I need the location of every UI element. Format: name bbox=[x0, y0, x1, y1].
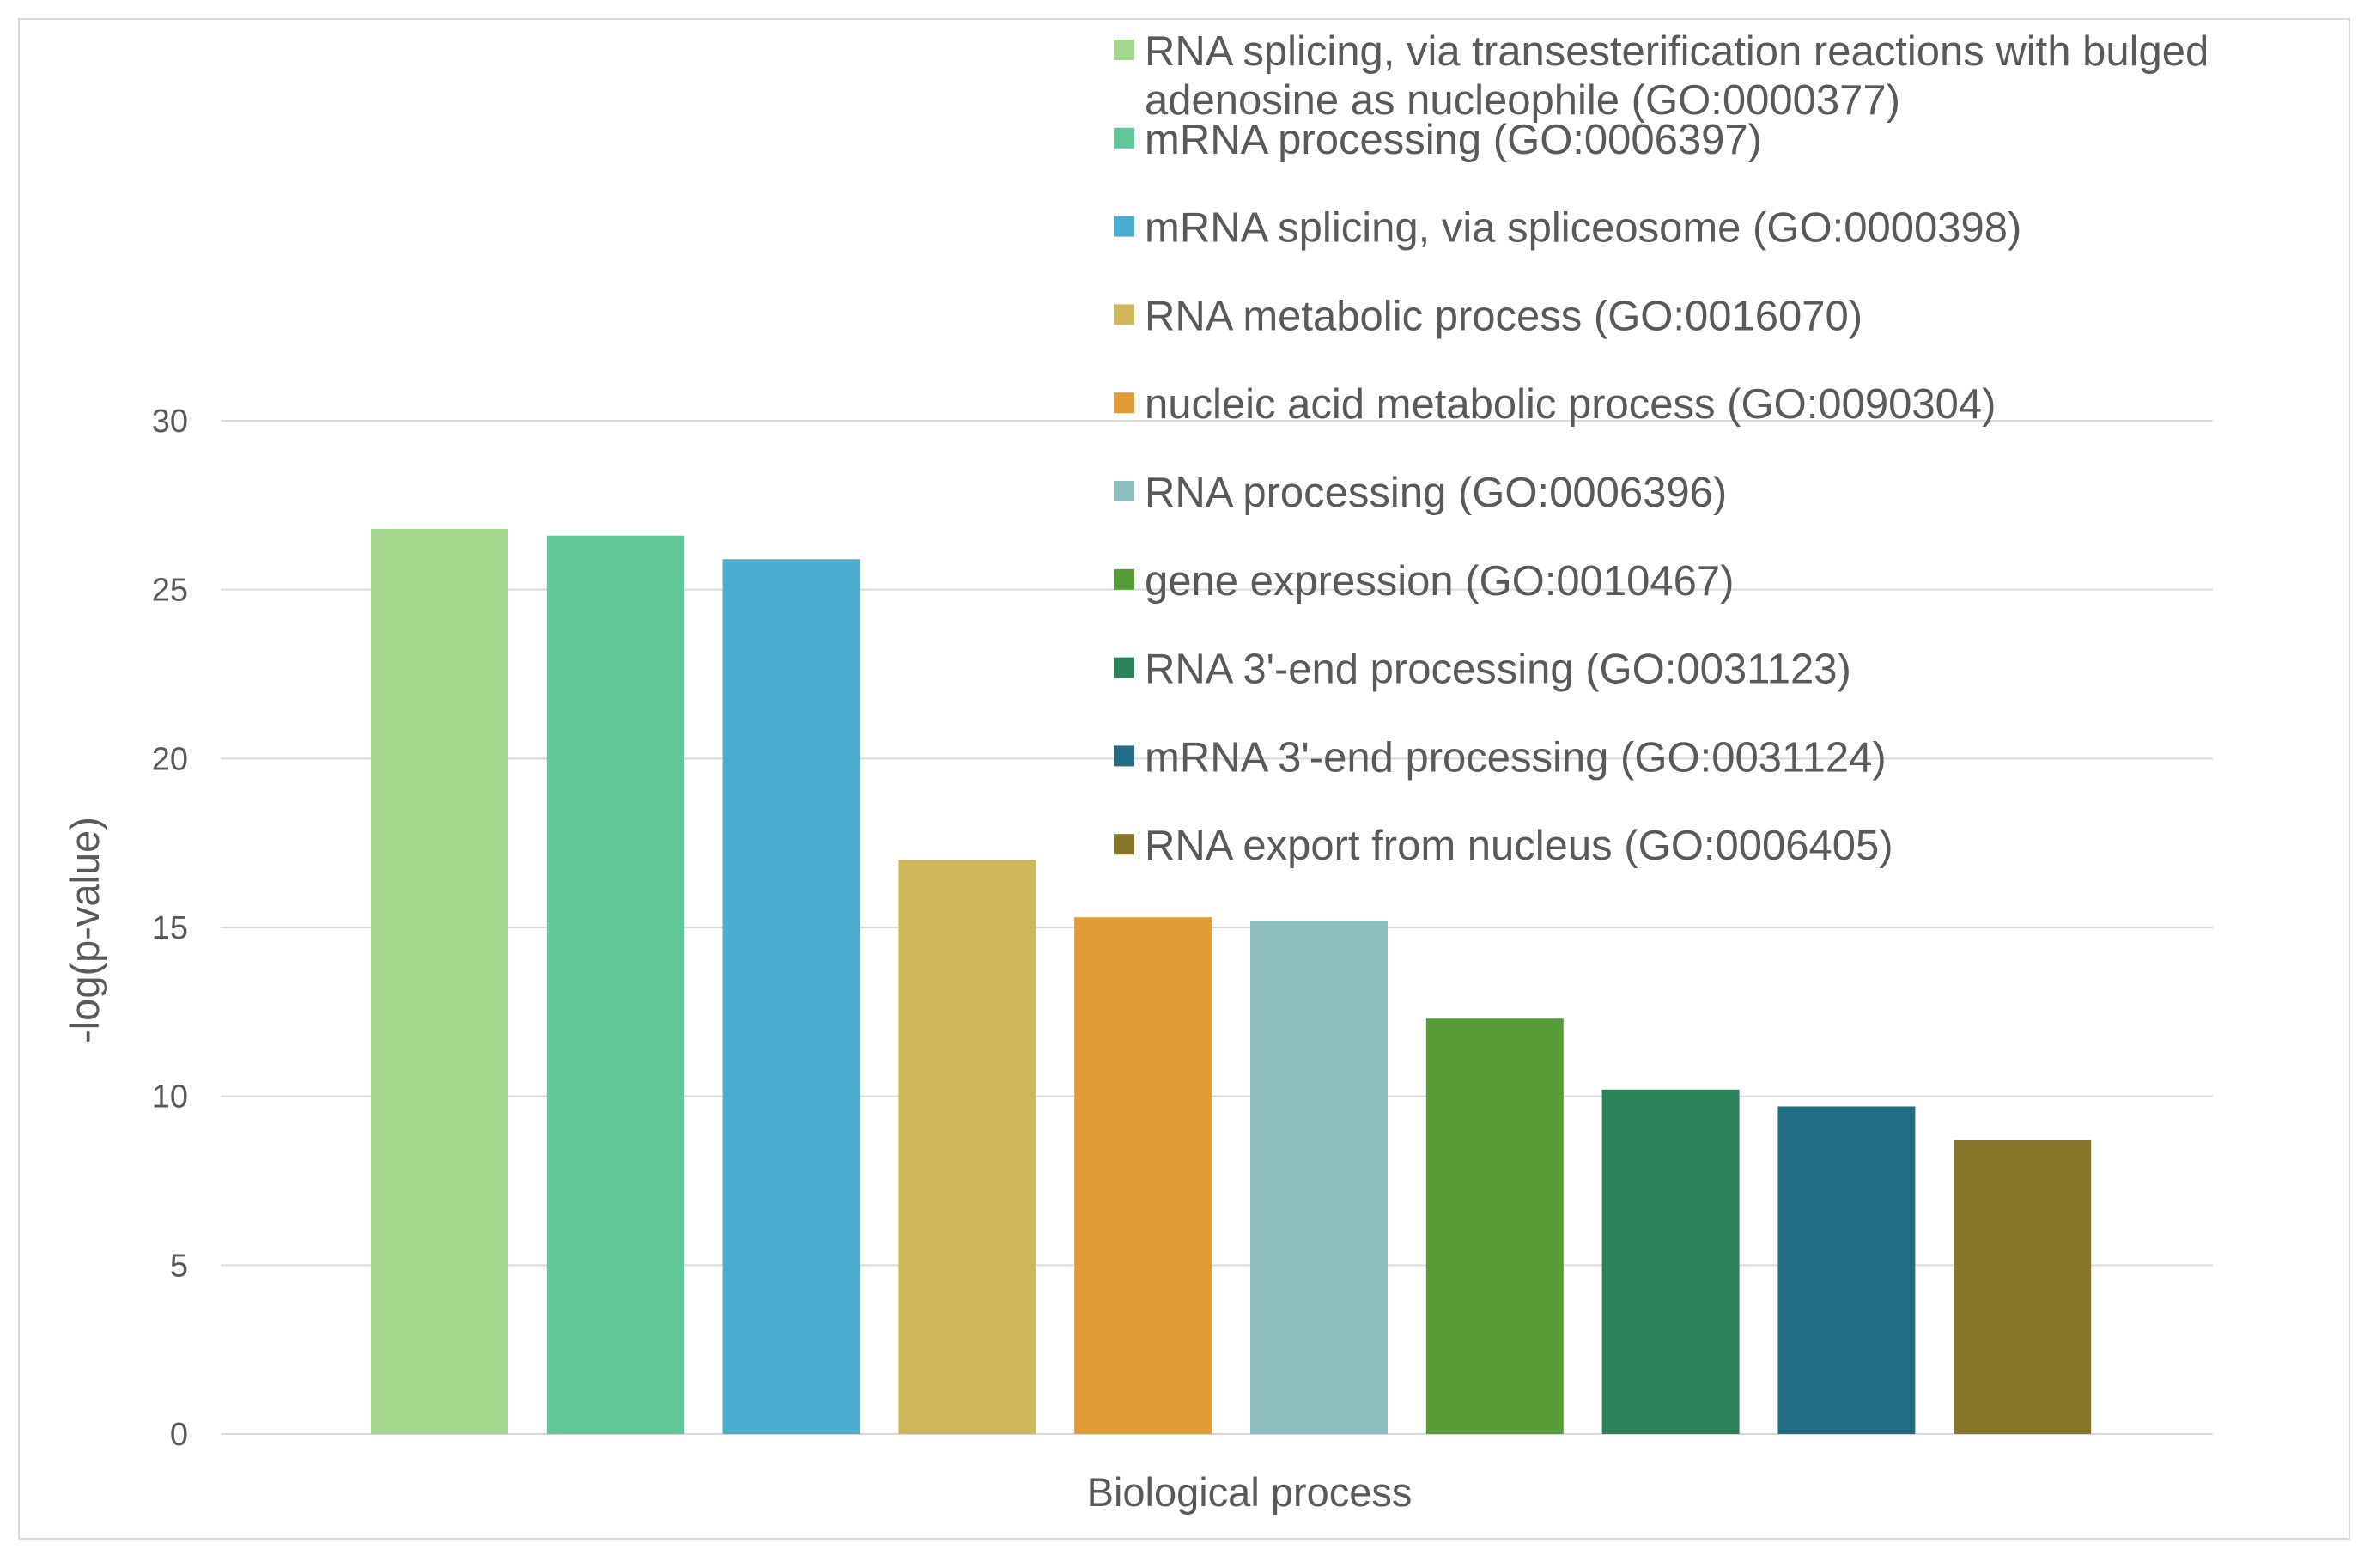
bar bbox=[1778, 1106, 1916, 1434]
legend-label-line: mRNA splicing, via spliceosome (GO:00003… bbox=[1145, 205, 2021, 252]
legend-item: RNA splicing, via transesterification re… bbox=[1114, 28, 2209, 124]
legend-label-line: RNA 3'-end processing (GO:0031123) bbox=[1145, 647, 1851, 693]
legend-label-line: RNA splicing, via transesterification re… bbox=[1145, 28, 2209, 75]
bar bbox=[1250, 921, 1388, 1434]
legend-label: mRNA splicing, via spliceosome (GO:00003… bbox=[1145, 205, 2021, 252]
legend-swatch bbox=[1114, 657, 1134, 678]
y-tick-label: 25 bbox=[152, 573, 188, 609]
legend-label: RNA splicing, via transesterification re… bbox=[1145, 28, 2209, 124]
bar bbox=[722, 559, 860, 1434]
bar bbox=[371, 528, 508, 1434]
legend-swatch bbox=[1114, 745, 1134, 767]
legend-swatch bbox=[1114, 834, 1134, 855]
legend-item: RNA export from nucleus (GO:0006405) bbox=[1114, 823, 1893, 869]
legend-label-line: RNA export from nucleus (GO:0006405) bbox=[1145, 823, 1893, 869]
legend-item: mRNA processing (GO:0006397) bbox=[1114, 117, 1762, 163]
y-tick-label: 30 bbox=[152, 404, 188, 440]
bar bbox=[1601, 1089, 1740, 1434]
y-tick-label: 0 bbox=[170, 1417, 188, 1453]
legend-label-line: adenosine as nucleophile (GO:0000377) bbox=[1145, 77, 1900, 124]
legend-swatch bbox=[1114, 481, 1134, 501]
legend-label-line: mRNA processing (GO:0006397) bbox=[1145, 117, 1762, 163]
bar bbox=[1954, 1140, 2092, 1434]
legend-label: RNA processing (GO:0006396) bbox=[1145, 470, 1727, 516]
legend-label: RNA export from nucleus (GO:0006405) bbox=[1145, 823, 1893, 869]
y-tick-label: 5 bbox=[170, 1248, 188, 1284]
legend-label-line: gene expression (GO:0010467) bbox=[1145, 558, 1734, 605]
y-tick-label: 10 bbox=[152, 1079, 188, 1115]
legend-label: RNA 3'-end processing (GO:0031123) bbox=[1145, 647, 1851, 693]
legend-item: gene expression (GO:0010467) bbox=[1114, 558, 1734, 605]
bars bbox=[371, 528, 2092, 1434]
legend-item: nucleic acid metabolic process (GO:00903… bbox=[1114, 381, 1996, 428]
y-axis-tick-labels: 0 5 10 15 20 25 30 bbox=[152, 404, 188, 1453]
bar bbox=[1425, 1018, 1564, 1434]
x-axis-title: Biological process bbox=[1087, 1469, 1413, 1515]
legend-item: mRNA 3'-end processing (GO:0031124) bbox=[1114, 734, 1887, 781]
legend: RNA splicing, via transesterification re… bbox=[1114, 28, 2209, 869]
y-tick-label: 20 bbox=[152, 741, 188, 777]
y-tick-label: 15 bbox=[152, 910, 188, 946]
legend-swatch bbox=[1114, 40, 1134, 60]
legend-label: gene expression (GO:0010467) bbox=[1145, 558, 1734, 605]
legend-item: RNA metabolic process (GO:0016070) bbox=[1114, 293, 1863, 339]
legend-label-line: RNA metabolic process (GO:0016070) bbox=[1145, 293, 1863, 339]
bar bbox=[1074, 917, 1212, 1434]
legend-item: mRNA splicing, via spliceosome (GO:00003… bbox=[1114, 205, 2021, 252]
legend-label: mRNA processing (GO:0006397) bbox=[1145, 117, 1762, 163]
legend-label: nucleic acid metabolic process (GO:00903… bbox=[1145, 381, 1996, 428]
legend-swatch bbox=[1114, 216, 1134, 237]
chart-frame: 0 5 10 15 20 25 30 -log(p-value) Biological pr… bbox=[18, 18, 2350, 1540]
legend-label-line: RNA processing (GO:0006396) bbox=[1145, 470, 1727, 516]
legend-item: RNA 3'-end processing (GO:0031123) bbox=[1114, 647, 1851, 693]
y-axis-title: -log(p-value) bbox=[62, 817, 107, 1043]
legend-swatch bbox=[1114, 392, 1134, 414]
legend-swatch bbox=[1114, 568, 1134, 590]
legend-swatch bbox=[1114, 304, 1134, 325]
legend-item: RNA processing (GO:0006396) bbox=[1114, 470, 1727, 516]
bar-chart: 0 5 10 15 20 25 30 -log(p-value) Biological pr… bbox=[62, 28, 2213, 1515]
legend-swatch bbox=[1114, 127, 1134, 149]
legend-label: RNA metabolic process (GO:0016070) bbox=[1145, 293, 1863, 339]
bar bbox=[898, 860, 1036, 1434]
bar bbox=[546, 535, 684, 1434]
legend-label: mRNA 3'-end processing (GO:0031124) bbox=[1145, 734, 1887, 781]
legend-label-line: nucleic acid metabolic process (GO:00903… bbox=[1145, 381, 1996, 428]
legend-label-line: mRNA 3'-end processing (GO:0031124) bbox=[1145, 734, 1887, 781]
